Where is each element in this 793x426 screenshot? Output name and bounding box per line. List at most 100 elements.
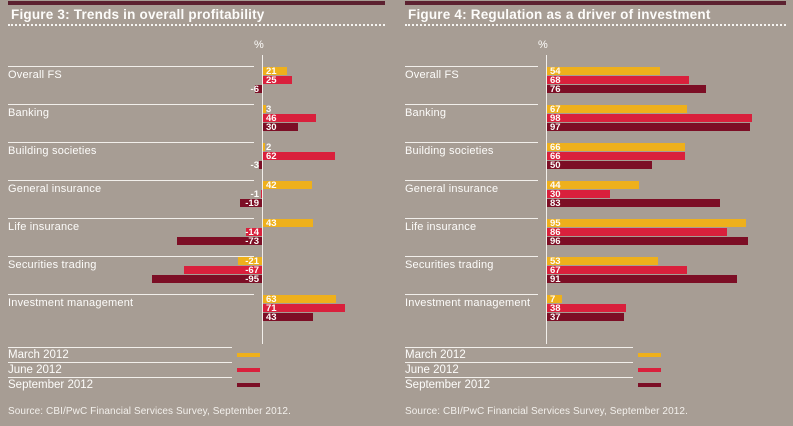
bar-june-2012 — [263, 114, 316, 122]
bar-september-2012 — [259, 161, 262, 169]
bar-june-2012 — [184, 266, 262, 274]
bar-june-2012 — [263, 76, 292, 84]
figure-title: Figure 4: Regulation as a driver of inve… — [408, 7, 711, 22]
bar-september-2012 — [240, 199, 262, 207]
category-separator-line — [405, 256, 538, 257]
legend-label-september-2012: September 2012 — [8, 379, 94, 391]
figure-4-panel: Figure 4: Regulation as a driver of inve… — [405, 0, 786, 426]
legend-separator-line — [405, 362, 633, 363]
bar-value-label: 30 — [550, 189, 561, 200]
bar-value-label: -1 — [250, 189, 259, 200]
bar-value-label: -95 — [245, 274, 259, 285]
bar-value-label: 62 — [266, 151, 277, 162]
legend-separator-line — [8, 362, 232, 363]
bar-value-label: 7 — [550, 294, 556, 305]
bar-september-2012 — [547, 85, 706, 93]
bar-september-2012 — [547, 161, 652, 169]
bar-value-label: 37 — [550, 312, 561, 323]
category-label-building-societies: Building societies — [405, 145, 494, 157]
bar-june-2012 — [547, 114, 752, 122]
bar-value-label: 50 — [550, 160, 561, 171]
bar-value-label: 66 — [550, 142, 561, 153]
bar-value-label: 38 — [550, 303, 561, 314]
category-separator-line — [8, 294, 254, 295]
bar-june-2012 — [547, 76, 689, 84]
figure-title: Figure 3: Trends in overall profitabilit… — [11, 7, 265, 22]
category-separator-line — [405, 66, 538, 67]
bar-value-label: 53 — [550, 256, 561, 267]
bar-value-label: 95 — [550, 218, 561, 229]
title-dotted-divider — [8, 24, 385, 26]
bar-value-label: 96 — [550, 236, 561, 247]
bar-value-label: 86 — [550, 227, 561, 238]
category-separator-line — [405, 104, 538, 105]
bar-value-label: 63 — [266, 294, 277, 305]
bar-june-2012 — [547, 304, 626, 312]
bar-march-2012 — [263, 295, 336, 303]
category-label-investment-management: Investment management — [8, 297, 134, 309]
zero-axis-line — [262, 55, 263, 344]
bar-value-label: 46 — [266, 113, 277, 124]
bar-september-2012 — [152, 275, 262, 283]
bar-march-2012 — [263, 105, 266, 113]
bar-value-label: 97 — [550, 122, 561, 133]
category-label-banking: Banking — [405, 107, 447, 119]
category-label-securities-trading: Securities trading — [8, 259, 97, 271]
bar-march-2012 — [547, 181, 639, 189]
legend-swatch-june-2012 — [638, 368, 661, 372]
bar-june-2012 — [263, 152, 335, 160]
bar-value-label: 43 — [266, 312, 277, 323]
bar-value-label: 42 — [266, 180, 277, 191]
bar-value-label: 76 — [550, 84, 561, 95]
legend-separator-line — [8, 347, 232, 348]
bar-value-label: 25 — [266, 75, 277, 86]
category-separator-line — [405, 180, 538, 181]
legend-separator-line — [405, 347, 633, 348]
bar-value-label: 67 — [550, 265, 561, 276]
bar-september-2012 — [263, 123, 298, 131]
zero-axis-line — [546, 55, 547, 344]
bar-june-2012 — [547, 190, 610, 198]
bar-value-label: 66 — [550, 151, 561, 162]
category-label-general-insurance: General insurance — [8, 183, 102, 195]
bar-value-label: -3 — [250, 160, 259, 171]
bar-value-label: -73 — [245, 236, 259, 247]
bar-september-2012 — [547, 123, 750, 131]
bar-value-label: 44 — [550, 180, 561, 191]
bar-value-label: 67 — [550, 104, 561, 115]
category-separator-line — [8, 66, 254, 67]
bar-value-label: 98 — [550, 113, 561, 124]
bar-march-2012 — [238, 257, 262, 265]
bar-value-label: -21 — [245, 256, 259, 267]
bar-june-2012 — [261, 190, 262, 198]
source-text: Source: CBI/PwC Financial Services Surve… — [405, 406, 688, 417]
category-label-overall-fs: Overall FS — [405, 69, 459, 81]
legend-swatch-september-2012 — [237, 383, 260, 387]
bar-value-label: -14 — [245, 227, 259, 238]
percent-axis-label: % — [538, 39, 548, 51]
source-text: Source: CBI/PwC Financial Services Surve… — [8, 406, 291, 417]
legend-swatch-march-2012 — [237, 353, 260, 357]
figure-3-panel: Figure 3: Trends in overall profitabilit… — [8, 0, 385, 426]
title-dotted-divider — [405, 24, 786, 26]
category-separator-line — [405, 142, 538, 143]
bar-value-label: 54 — [550, 66, 561, 77]
bar-value-label: -6 — [250, 84, 259, 95]
bar-value-label: -67 — [245, 265, 259, 276]
figure-header-rule — [405, 1, 786, 5]
category-label-securities-trading: Securities trading — [405, 259, 494, 271]
legend-swatch-september-2012 — [638, 383, 661, 387]
bar-value-label: 83 — [550, 198, 561, 209]
bar-march-2012 — [547, 295, 562, 303]
bar-value-label: 68 — [550, 75, 561, 86]
bar-value-label: 3 — [266, 104, 272, 115]
legend-label-june-2012: June 2012 — [8, 364, 62, 376]
bar-june-2012 — [547, 228, 727, 236]
bar-june-2012 — [547, 266, 687, 274]
bar-value-label: 91 — [550, 274, 561, 285]
percent-axis-label: % — [254, 39, 264, 51]
bar-value-label: 43 — [266, 218, 277, 229]
category-separator-line — [8, 256, 254, 257]
figure-header-rule — [8, 1, 385, 5]
